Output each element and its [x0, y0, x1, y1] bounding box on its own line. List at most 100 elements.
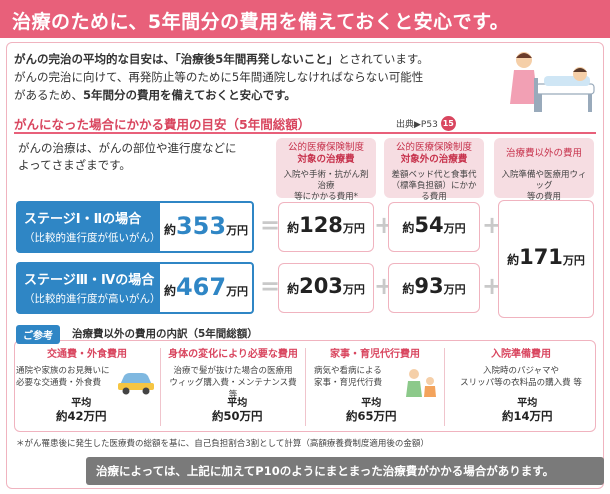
- admission-title: 入院準備費用: [491, 349, 551, 360]
- source-reference: 出典▶P53 15: [396, 116, 456, 131]
- admission-avg-label: 平均: [517, 398, 538, 409]
- col1-sub2: 等にかかる費用*: [294, 192, 358, 202]
- stage-2-insured-cost: 約 203 万円: [278, 263, 374, 313]
- source-badge: 15: [440, 116, 456, 131]
- housework-avg-value: 約65万円: [346, 409, 397, 423]
- plus-sign-4: +: [482, 272, 503, 300]
- transport-line1: 通院や家族のお見舞いに: [16, 366, 110, 376]
- column-header-insured: 公的医療保険制度 対象の治療費 入院や手術・抗がん剤治療 等にかかる費用*: [276, 138, 376, 202]
- intro-line1-bold: 「治療後5年間再発しないこと」: [175, 52, 339, 66]
- column-header-uninsured: 公的医療保険制度 対象外の治療費 差額ベッド代と食事代 （標準負担額）にかかる費…: [384, 138, 484, 202]
- housework-avg-label: 平均: [361, 398, 382, 409]
- stage-1-total: 約 353 万円: [158, 201, 254, 253]
- breakdown-divider-2: [305, 348, 306, 426]
- body-change-avg-value: 約50万円: [212, 409, 263, 423]
- admission-average: 平均 約14万円: [502, 397, 553, 423]
- col1-sub1: 入院や手術・抗がん剤治療: [283, 170, 369, 191]
- stage-label-2: ステージⅢ・Ⅳの場合 （比較的進行度が高いがん）: [16, 262, 161, 314]
- col3-title1: 治療費以外の費用: [505, 148, 582, 159]
- breakdown-divider-1: [160, 348, 161, 426]
- breakdown-divider-3: [444, 348, 445, 426]
- body-change-line1: 治療で髪が抜けた場合の医療用: [173, 366, 293, 376]
- stage-2-name: ステージⅢ・Ⅳの場合: [24, 273, 155, 288]
- other-cost-prefix: 約: [507, 253, 520, 267]
- transport-avg-label: 平均: [71, 398, 92, 409]
- col1-title1: 公的医療保険制度: [287, 142, 364, 153]
- breakdown-body-change: 身体の変化により必要な費用 治療で髪が抜けた場合の医療用 ウィッグ購入費・メンテ…: [164, 345, 302, 423]
- other-cost-value: 171: [519, 245, 563, 269]
- stage-2-total-unit: 万円: [226, 285, 249, 298]
- stage-1-total-prefix: 約: [163, 223, 176, 237]
- footnote: ＊がん罹患後に発生した医療費の総額を基に、自己負担割合3割として計算（高額療養費…: [16, 439, 429, 449]
- col2-sub2: （標準負担額）にかかる費用: [391, 181, 477, 202]
- col2-sub1: 差額ベッド代と食事代: [391, 170, 477, 180]
- reference-title: 治療費以外の費用の内訳（5年間総額）: [72, 328, 258, 340]
- other-cost-box: 約 171 万円: [498, 200, 594, 318]
- stage-2-desc: （比較的進行度が高いがん）: [24, 293, 161, 305]
- stage-1-col1-value: 128: [299, 213, 343, 237]
- intro-line1-prefix: がんの完治の平均的な目安は、: [14, 52, 175, 66]
- stage-2-col1-prefix: 約: [287, 282, 300, 296]
- header-bar: 治療のために、5年間分の費用を備えておくと安心です。: [0, 0, 610, 38]
- breakdown-transport: 交通費・外食費用 通院や家族のお見舞いに 必要な交通費・外食費 平均 約42万円: [16, 345, 158, 423]
- housework-line1: 病気や看病による: [314, 366, 382, 376]
- intro-line1-suffix: とされています。: [338, 52, 429, 66]
- stage-2-col1-value: 203: [299, 274, 343, 298]
- body-change-average: 平均 約50万円: [212, 397, 263, 423]
- housework-average: 平均 約65万円: [346, 397, 397, 423]
- equals-sign-1: =: [260, 211, 281, 239]
- body-change-line2: ウィッグ購入費・メンテナンス費 等: [169, 378, 297, 400]
- stage-2-total: 約 467 万円: [158, 262, 254, 314]
- plus-sign-2: +: [482, 211, 503, 239]
- intro-text: がんの完治の平均的な目安は、「治療後5年間再発しないこと」とされています。 がん…: [14, 50, 484, 104]
- col1-title2: 対象の治療費: [297, 154, 355, 165]
- reference-label: ご参考: [16, 325, 60, 344]
- col2-title2: 対象外の治療費: [400, 154, 468, 165]
- col3-sub1: 入院準備や医療用ウィッグ: [501, 170, 587, 191]
- breakdown-housework: 家事・育児代行費用 病気や看病による 家事・育児代行費 平均 約65万円: [310, 345, 440, 423]
- column-header-other: 治療費以外の費用 入院準備や医療用ウィッグ 等の費用: [494, 138, 594, 202]
- caregiver-icon: [406, 369, 436, 397]
- transport-average: 平均 約42万円: [56, 397, 107, 423]
- stage-2-col2-value: 93: [414, 274, 444, 298]
- transport-avg-value: 約42万円: [56, 409, 107, 423]
- equals-sign-2: =: [260, 272, 281, 300]
- stage-2-col2-unit: 万円: [443, 283, 466, 296]
- admission-avg-value: 約14万円: [502, 409, 553, 423]
- body-change-avg-label: 平均: [227, 398, 248, 409]
- admission-line1: 入院時のパジャマや: [482, 366, 560, 376]
- description: がんの治療は、がんの部位や進行度などに よってさまざまです。: [18, 140, 268, 174]
- stage-1-total-value: 353: [175, 212, 227, 240]
- admission-line2: スリッパ等の衣料品の購入費 等: [460, 378, 582, 388]
- stage-label-1: ステージⅠ・Ⅱの場合 （比較的進行度が低いがん）: [16, 201, 161, 253]
- stage-1-uninsured-cost: 約 54 万円: [388, 202, 480, 252]
- stage-1-col2-prefix: 約: [402, 221, 415, 235]
- other-cost-unit: 万円: [562, 254, 585, 267]
- transport-title: 交通費・外食費用: [47, 349, 127, 360]
- desc-line1: がんの治療は、がんの部位や進行度などに: [18, 141, 237, 155]
- desc-line2: よってさまざまです。: [18, 158, 131, 172]
- stage-2-col2-prefix: 約: [402, 282, 415, 296]
- col2-title1: 公的医療保険制度: [395, 142, 472, 153]
- intro-line2: がんの完治に向けて、再発防止等のために5年間通院しなければならない可能性: [14, 70, 424, 84]
- breakdown-admission: 入院準備費用 入院時のパジャマや スリッパ等の衣料品の購入費 等 平均 約14万…: [448, 345, 594, 423]
- section-underline: [14, 132, 596, 134]
- stage-1-col2-value: 54: [414, 213, 444, 237]
- body-change-title: 身体の変化により必要な費用: [168, 349, 298, 360]
- stage-1-total-unit: 万円: [226, 224, 249, 237]
- page-title: 治療のために、5年間分の費用を備えておくと安心です。: [12, 11, 510, 33]
- hospital-bed-illustration: [510, 52, 595, 112]
- intro-line3-prefix: があるため、: [14, 88, 83, 102]
- section-title: がんになった場合にかかる費用の目安（5年間総額）: [14, 117, 311, 132]
- stage-2-col1-unit: 万円: [342, 283, 365, 296]
- bottom-banner: [86, 457, 604, 485]
- stage-2-total-prefix: 約: [163, 284, 176, 298]
- transport-line2: 必要な交通費・外食費: [16, 378, 102, 388]
- housework-title: 家事・育児代行費用: [330, 349, 420, 360]
- stage-1-col1-unit: 万円: [342, 222, 365, 235]
- stage-1-col1-prefix: 約: [287, 221, 300, 235]
- stage-1-name: ステージⅠ・Ⅱの場合: [24, 212, 142, 227]
- stage-1-col2-unit: 万円: [443, 222, 466, 235]
- stage-2-total-value: 467: [175, 273, 227, 301]
- stage-1-desc: （比較的進行度が低いがん）: [24, 232, 161, 244]
